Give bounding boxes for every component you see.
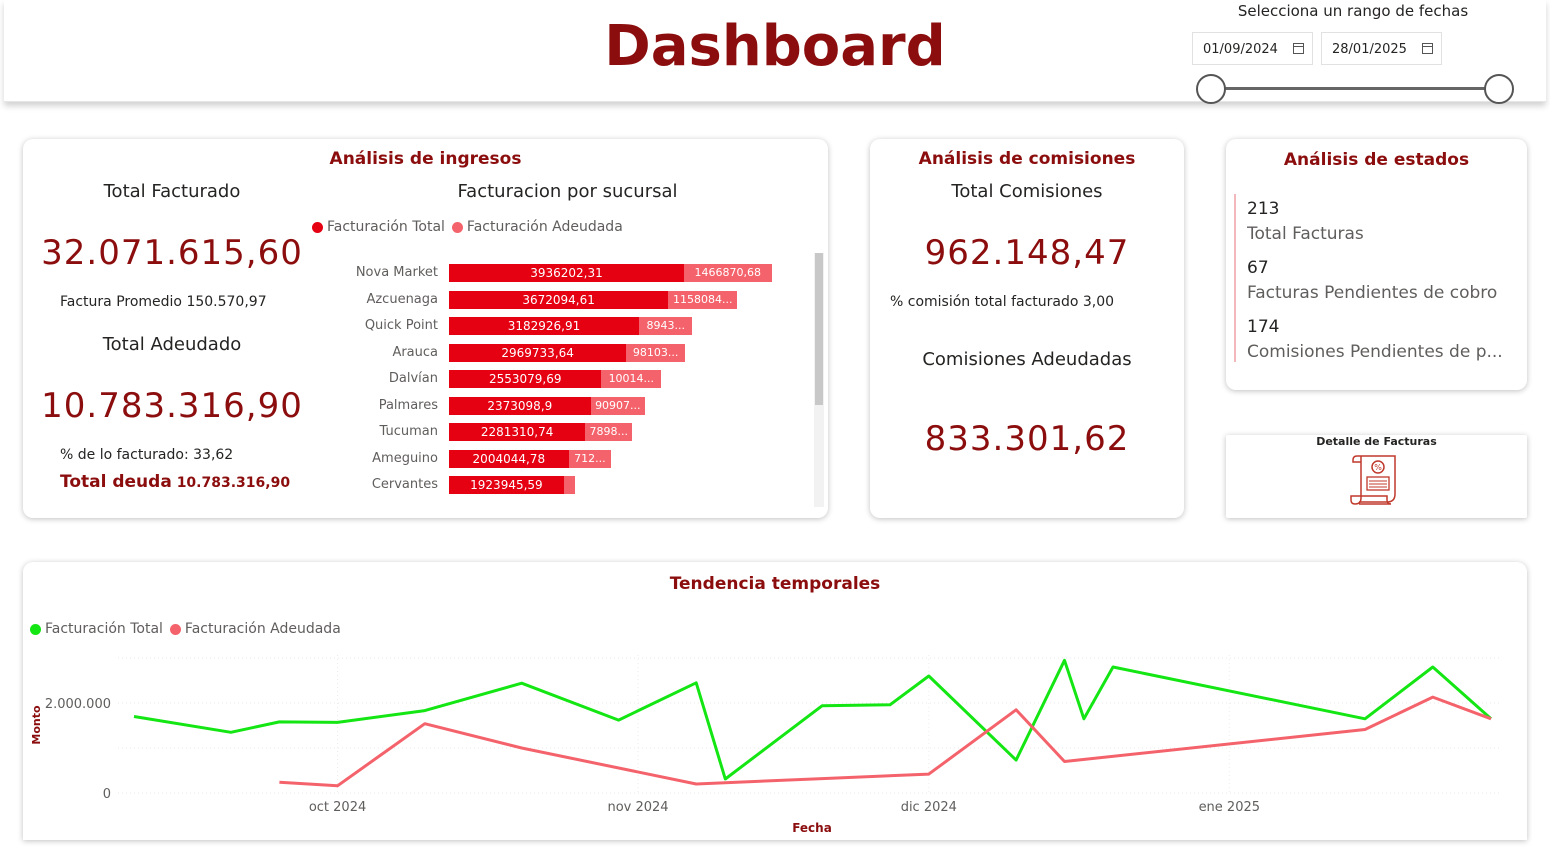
tendencia-card bbox=[23, 562, 1527, 840]
bar-adeudada[interactable]: 90907... bbox=[590, 396, 645, 415]
bar-category-label: Arauca bbox=[392, 344, 438, 360]
bar-row[interactable]: Quick Point 3182926,91 8943... bbox=[323, 317, 1123, 335]
svg-text:%: % bbox=[1374, 463, 1382, 472]
bar-adeudada[interactable]: 712... bbox=[568, 449, 612, 468]
date-end-input[interactable]: 28/01/2025 bbox=[1321, 32, 1442, 65]
date-slider-start-handle[interactable] bbox=[1196, 74, 1226, 104]
bar-row[interactable]: Tucuman 2281310,74 7898... bbox=[323, 423, 1123, 441]
bar-category-label: Cervantes bbox=[371, 477, 438, 492]
bar-total[interactable]: 2373098,9 bbox=[449, 396, 591, 415]
bar-category-label: Tucuman bbox=[379, 424, 438, 439]
bar-adeudada[interactable]: 10014... bbox=[601, 370, 662, 388]
bar-row[interactable]: Cervantes 1923945,59 bbox=[323, 476, 1123, 494]
total-comisiones-label: Total Comisiones bbox=[951, 181, 1103, 202]
bar-total[interactable]: 3672094,61 bbox=[449, 290, 669, 309]
estado-comisiones-pendientes-value: 174 bbox=[1247, 317, 1280, 337]
legend-line-total-dot bbox=[30, 623, 41, 635]
bar-category-label: Nova Market bbox=[355, 265, 438, 280]
date-start-input[interactable]: 01/09/2024 bbox=[1192, 32, 1313, 65]
calendar-icon[interactable] bbox=[1422, 43, 1433, 54]
tendencia-title: Tendencia temporales bbox=[669, 574, 881, 594]
legend-line-adeudada-dot bbox=[169, 623, 181, 635]
bar-row[interactable]: Palmares 2373098,9 90907... bbox=[323, 396, 1123, 415]
estado-comisiones-pendientes-label: Comisiones Pendientes de p... bbox=[1247, 342, 1503, 362]
bar-category-label: Ameguino bbox=[372, 450, 438, 466]
page-title: Dashboard bbox=[604, 14, 946, 79]
total-deuda-label: Total deuda bbox=[60, 472, 172, 492]
bar-row[interactable]: Dalvían 2553079,69 10014... bbox=[323, 370, 1123, 388]
total-deuda: Total deuda 10.783.316,90 bbox=[60, 472, 290, 492]
factura-promedio: Factura Promedio 150.570,97 bbox=[60, 294, 267, 310]
bar-row[interactable]: Nova Market 3936202,31 1466870,68 bbox=[323, 264, 1123, 282]
bar-adeudada[interactable] bbox=[563, 476, 576, 494]
total-adeudado-value: 10.783.316,90 bbox=[41, 386, 303, 426]
bar-total[interactable]: 2969733,64 bbox=[449, 343, 627, 362]
date-start-value: 01/09/2024 bbox=[1203, 42, 1278, 57]
comisiones-title: Análisis de comisiones bbox=[918, 149, 1136, 169]
bar-adeudada[interactable]: 1466870,68 bbox=[684, 264, 772, 282]
bar-adeudada[interactable]: 7898... bbox=[585, 423, 633, 441]
bar-total[interactable]: 1923945,59 bbox=[449, 476, 564, 494]
date-end-value: 28/01/2025 bbox=[1332, 42, 1407, 57]
ingresos-title: Análisis de ingresos bbox=[329, 149, 522, 169]
invoice-scroll-icon[interactable]: % bbox=[1349, 452, 1405, 508]
estado-total-facturas-value: 213 bbox=[1247, 199, 1280, 219]
bar-adeudada[interactable]: 8943... bbox=[639, 317, 693, 335]
pct-comision: % comisión total facturado 3,00 bbox=[890, 294, 1115, 310]
estado-pendientes-cobro-value: 67 bbox=[1247, 258, 1269, 278]
bar-row[interactable]: Ameguino 2004044,78 712... bbox=[323, 449, 1123, 468]
legend-total-dot bbox=[312, 221, 323, 233]
bar-category-label: Palmares bbox=[378, 397, 438, 413]
bar-category-label: Quick Point bbox=[364, 318, 438, 333]
bar-adeudada[interactable]: 1158084... bbox=[668, 290, 738, 309]
bar-row[interactable]: Arauca 2969733,64 98103... bbox=[323, 343, 1123, 362]
total-adeudado-label: Total Adeudado bbox=[102, 334, 242, 355]
estados-title: Análisis de estados bbox=[1283, 150, 1470, 170]
date-range-caption: Selecciona un rango de fechas bbox=[1237, 2, 1469, 20]
total-comisiones-value: 962.148,47 bbox=[924, 233, 1130, 273]
sucursal-legend: Facturación Total Facturación Adeudada bbox=[312, 219, 623, 235]
total-facturado-value: 32.071.615,60 bbox=[41, 233, 303, 273]
total-facturado-label: Total Facturado bbox=[103, 181, 241, 202]
sucursal-chart-title: Facturacion por sucursal bbox=[457, 181, 678, 202]
bar-total[interactable]: 3182926,91 bbox=[449, 317, 640, 335]
bar-total[interactable]: 2004044,78 bbox=[449, 449, 569, 468]
ingresos-card bbox=[23, 139, 828, 518]
sucursal-scrollbar[interactable] bbox=[814, 253, 824, 507]
estado-total-facturas-label: Total Facturas bbox=[1247, 224, 1364, 244]
calendar-icon[interactable] bbox=[1293, 43, 1304, 54]
bar-category-label: Dalvían bbox=[388, 371, 438, 386]
comisiones-card bbox=[870, 139, 1184, 518]
date-slider-end-handle[interactable] bbox=[1484, 74, 1514, 104]
date-slider-track[interactable] bbox=[1212, 87, 1499, 90]
pct-facturado: % de lo facturado: 33,62 bbox=[60, 447, 234, 463]
legend-line-total-label[interactable]: Facturación Total bbox=[45, 621, 163, 637]
bar-category-label: Azcuenaga bbox=[366, 291, 438, 307]
estados-accent-line bbox=[1234, 194, 1236, 362]
comisiones-adeudadas-value: 833.301,62 bbox=[924, 419, 1130, 459]
legend-total-label[interactable]: Facturación Total bbox=[327, 219, 445, 235]
legend-adeudada-dot bbox=[451, 221, 463, 233]
sucursal-scrollbar-thumb[interactable] bbox=[815, 253, 823, 405]
tendencia-legend: Facturación Total Facturación Adeudada bbox=[30, 621, 341, 637]
legend-line-adeudada-label[interactable]: Facturación Adeudada bbox=[184, 621, 341, 637]
bar-adeudada[interactable]: 98103... bbox=[626, 343, 685, 362]
bar-row[interactable]: Azcuenaga 3672094,61 1158084... bbox=[323, 290, 1123, 309]
estado-pendientes-cobro-label: Facturas Pendientes de cobro bbox=[1247, 283, 1498, 303]
bar-total[interactable]: 3936202,31 bbox=[449, 264, 684, 282]
comisiones-adeudadas-label: Comisiones Adeudadas bbox=[922, 349, 1132, 370]
legend-adeudada-label[interactable]: Facturación Adeudada bbox=[466, 219, 623, 235]
bar-total[interactable]: 2553079,69 bbox=[449, 370, 602, 388]
sucursal-bar-chart: Nova Market 3936202,31 1466870,68 Azcuenaga… bbox=[323, 264, 813, 504]
detalle-facturas-label: Detalle de Facturas bbox=[1316, 435, 1437, 448]
estados-card bbox=[1226, 139, 1527, 390]
total-deuda-value: 10.783.316,90 bbox=[176, 475, 291, 491]
bar-total[interactable]: 2281310,74 bbox=[449, 423, 586, 441]
